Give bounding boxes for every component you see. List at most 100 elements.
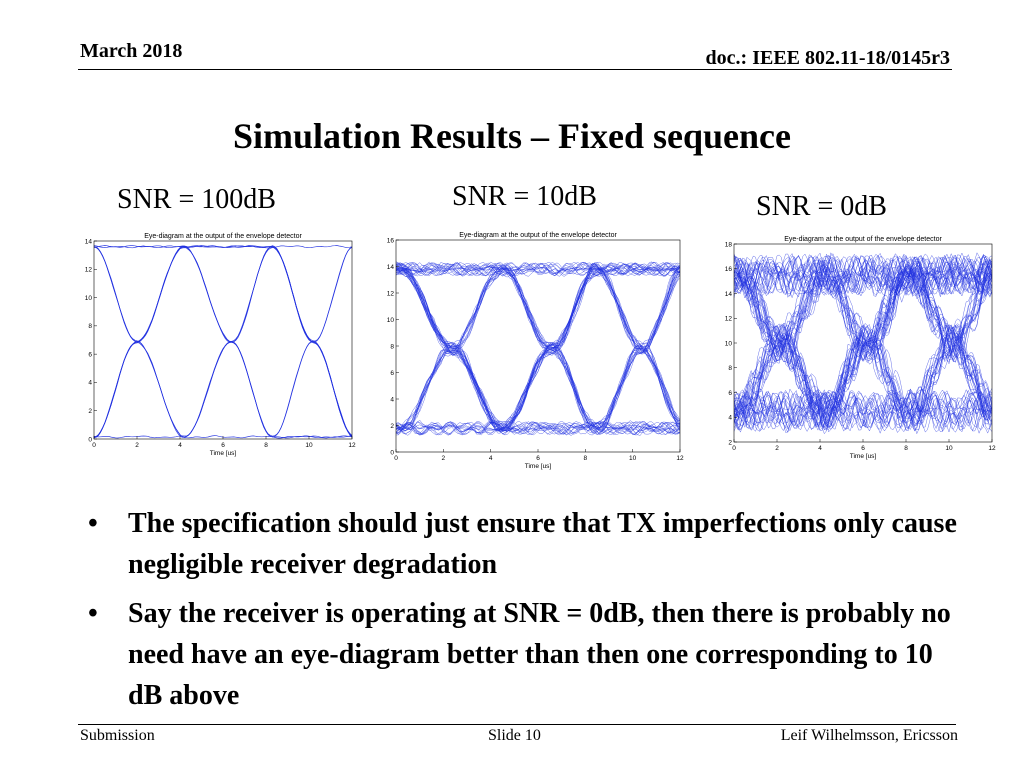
y-tick-label: 2: [728, 439, 732, 446]
y-tick-label: 12: [387, 290, 395, 297]
y-tick-label: 12: [725, 316, 733, 323]
eye-trace: [734, 255, 992, 425]
eye-trace: [734, 268, 992, 431]
x-tick-label: 6: [221, 442, 225, 449]
x-tick-label: 0: [732, 445, 736, 452]
eye-diagram-snr-100db: Eye-diagram at the output of the envelop…: [85, 233, 356, 457]
x-tick-label: 4: [489, 455, 493, 462]
snr-label-10db: SNR = 10dB: [452, 181, 597, 212]
eye-trace: [734, 389, 992, 434]
x-tick-label: 4: [178, 442, 182, 449]
x-axis-label: Time [us]: [210, 450, 237, 457]
bullet-text: Say the receiver is operating at SNR = 0…: [128, 598, 951, 711]
y-tick-label: 4: [88, 380, 92, 387]
x-tick-label: 6: [861, 445, 865, 452]
eye-trace: [396, 265, 680, 435]
chart-title: Eye-diagram at the output of the envelop…: [784, 236, 942, 243]
bullet-item: • The specification should just ensure t…: [88, 503, 968, 585]
eye-trace: [396, 262, 680, 420]
eye-trace: [734, 252, 992, 432]
eye-trace: [396, 269, 680, 435]
eye-trace: [734, 255, 992, 431]
header-rule: [78, 69, 952, 70]
eye-trace: [396, 261, 680, 435]
eye-trace: [396, 263, 680, 435]
eye-trace: [734, 390, 992, 433]
eye-trace: [734, 254, 992, 418]
eye-trace: [94, 245, 352, 438]
eye-trace: [734, 252, 992, 296]
eye-trace: [734, 262, 992, 433]
eye-trace: [734, 255, 992, 425]
slide-title: Simulation Results – Fixed sequence: [232, 116, 792, 156]
eye-trace: [734, 254, 992, 431]
eye-trace: [396, 261, 680, 431]
x-tick-label: 8: [904, 445, 908, 452]
y-tick-label: 4: [390, 396, 394, 403]
eye-trace: [734, 253, 992, 415]
y-tick-label: 6: [728, 390, 732, 397]
eye-trace: [396, 262, 680, 432]
eye-trace: [734, 253, 992, 410]
bullet-list: • The specification should just ensure t…: [88, 503, 968, 724]
footer-author: Leif Wilhelmsson, Ericsson: [780, 727, 958, 744]
eye-diagram-snr-10db: Eye-diagram at the output of the envelop…: [387, 232, 684, 470]
eye-trace: [734, 256, 992, 419]
x-axis-label: Time [us]: [525, 463, 552, 470]
eye-trace: [734, 256, 992, 431]
eye-trace: [734, 261, 992, 430]
eye-trace: [734, 390, 992, 433]
y-tick-label: 18: [725, 241, 733, 248]
y-tick-label: 14: [85, 238, 93, 245]
footer-rule: [78, 724, 956, 725]
eye-trace: [734, 254, 992, 432]
y-tick-label: 6: [88, 351, 92, 358]
x-tick-label: 10: [629, 455, 637, 462]
x-tick-label: 12: [676, 455, 684, 462]
eye-trace: [94, 245, 352, 438]
x-tick-label: 10: [305, 442, 313, 449]
bullet-item: • Say the receiver is operating at SNR =…: [88, 593, 968, 716]
eye-diagram-snr-0db: Eye-diagram at the output of the envelop…: [725, 236, 996, 460]
y-tick-label: 14: [725, 291, 733, 298]
chart-title: Eye-diagram at the output of the envelop…: [459, 232, 617, 239]
y-tick-label: 10: [387, 317, 395, 324]
eye-trace: [396, 262, 680, 432]
eye-trace: [734, 255, 992, 424]
y-tick-label: 16: [725, 266, 733, 273]
footer-submission: Submission: [80, 727, 155, 744]
y-tick-label: 2: [88, 408, 92, 415]
eye-trace: [734, 256, 992, 431]
snr-label-0db: SNR = 0dB: [756, 191, 887, 222]
eye-trace: [734, 254, 992, 414]
y-tick-label: 8: [390, 343, 394, 350]
eye-trace: [734, 254, 992, 297]
eye-trace: [396, 267, 680, 435]
header-doc-id: doc.: IEEE 802.11-18/0145r3: [705, 47, 950, 69]
x-tick-label: 12: [348, 442, 356, 449]
eye-trace: [396, 262, 680, 436]
eye-trace: [396, 262, 680, 431]
eye-trace: [396, 268, 680, 435]
eye-trace: [396, 262, 680, 426]
eye-trace: [396, 263, 680, 435]
eye-trace: [734, 253, 992, 426]
eye-trace: [396, 266, 680, 436]
y-tick-label: 14: [387, 264, 395, 271]
eye-trace: [396, 262, 680, 431]
eye-trace: [734, 391, 992, 432]
bullet-dot: •: [88, 508, 98, 539]
eye-trace: [396, 262, 680, 434]
eye-trace: [396, 261, 680, 435]
x-tick-label: 6: [536, 455, 540, 462]
y-tick-label: 0: [88, 436, 92, 443]
eye-trace: [734, 265, 992, 431]
eye-trace: [396, 262, 680, 425]
chart-title: Eye-diagram at the output of the envelop…: [144, 233, 302, 240]
eye-trace: [396, 262, 680, 277]
x-tick-label: 4: [818, 445, 822, 452]
eye-trace: [734, 257, 992, 428]
x-tick-label: 2: [775, 445, 779, 452]
x-axis-label: Time [us]: [850, 453, 877, 460]
eye-traces: [734, 252, 992, 435]
